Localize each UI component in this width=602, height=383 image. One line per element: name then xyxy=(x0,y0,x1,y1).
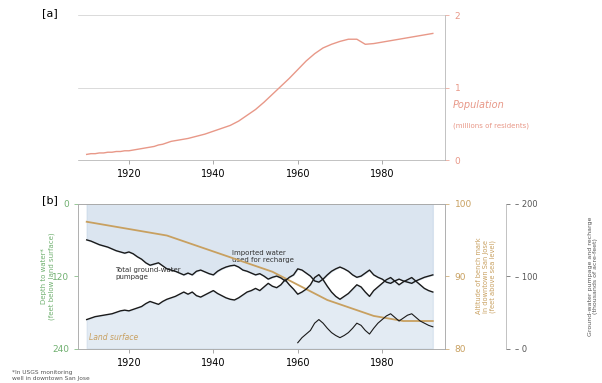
Text: *In USGS monitoring
well in downtown San Jose: *In USGS monitoring well in downtown San… xyxy=(12,370,90,381)
Text: [a]: [a] xyxy=(42,8,57,18)
Text: Total ground-water
pumpage: Total ground-water pumpage xyxy=(115,267,181,280)
Text: Population: Population xyxy=(453,100,504,110)
Y-axis label: Depth to water*
(feet below land surface): Depth to water* (feet below land surface… xyxy=(41,232,55,320)
Text: Imported water
used for recharge: Imported water used for recharge xyxy=(232,250,294,263)
Text: Land surface: Land surface xyxy=(89,333,138,342)
Text: Ground-water pumpage and recharge
(thousands of acre-feet): Ground-water pumpage and recharge (thous… xyxy=(588,216,598,336)
Text: (millions of residents): (millions of residents) xyxy=(453,122,529,129)
Y-axis label: Altitude of bench mark
in downtown San Jose
(feet above sea level): Altitude of bench mark in downtown San J… xyxy=(476,238,497,314)
Text: [b]: [b] xyxy=(42,195,57,205)
